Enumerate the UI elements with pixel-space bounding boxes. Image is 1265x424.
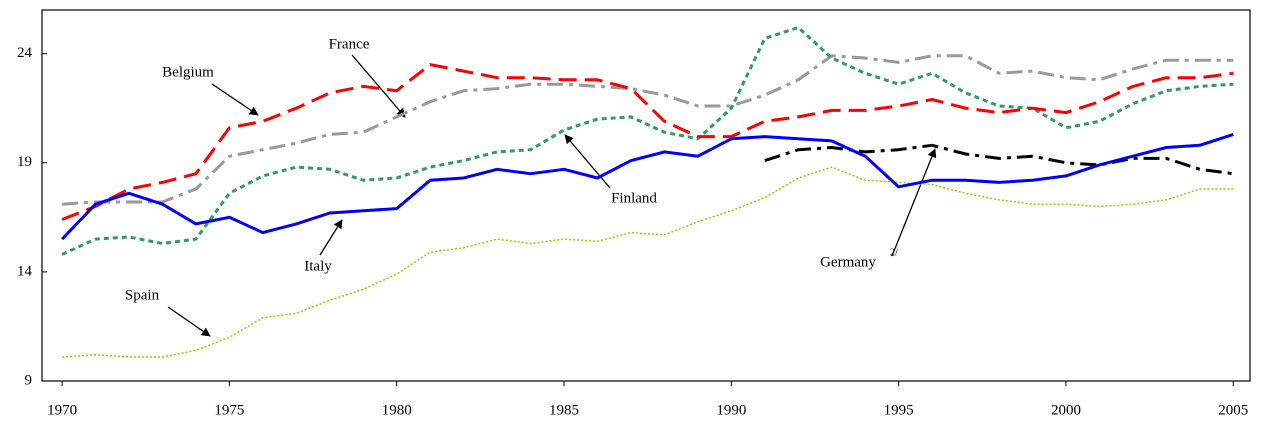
plot-area	[41, 9, 1251, 382]
x-tick-label: 1990	[716, 402, 746, 418]
series-line	[764, 143, 1234, 176]
x-tick-label: 2000	[1051, 402, 1081, 418]
y-tick-label: 24	[17, 45, 33, 61]
x-tick-label: 1980	[382, 402, 412, 418]
series-label: Belgium	[162, 64, 214, 80]
annotation-arrows	[167, 54, 937, 337]
x-tick-label: 1970	[47, 402, 77, 418]
arrow	[564, 134, 611, 189]
y-tick-label: 9	[25, 372, 33, 388]
x-tick-label: 1995	[884, 402, 914, 418]
arrow	[167, 306, 211, 337]
series-label: Spain	[125, 287, 160, 303]
x-tick-label: 1975	[214, 402, 244, 418]
y-tick-label: 14	[17, 263, 33, 279]
arrow	[351, 54, 406, 118]
x-tick-label: 2005	[1218, 402, 1248, 418]
series-line	[61, 26, 1234, 256]
series-label: Finland	[611, 190, 657, 206]
y-tick-label: 19	[17, 154, 32, 170]
series-label: Italy	[304, 258, 332, 274]
arrow	[891, 148, 937, 257]
series-label: Germany	[820, 254, 876, 270]
series-line	[62, 166, 1234, 358]
series-label: France	[329, 36, 370, 52]
series-line	[61, 132, 1234, 241]
series-line	[61, 63, 1234, 221]
series-note: 2/	[890, 247, 898, 258]
series-line	[62, 54, 1234, 206]
arrow	[319, 219, 343, 256]
arrow	[211, 83, 259, 116]
x-tick-label: 1985	[549, 402, 579, 418]
